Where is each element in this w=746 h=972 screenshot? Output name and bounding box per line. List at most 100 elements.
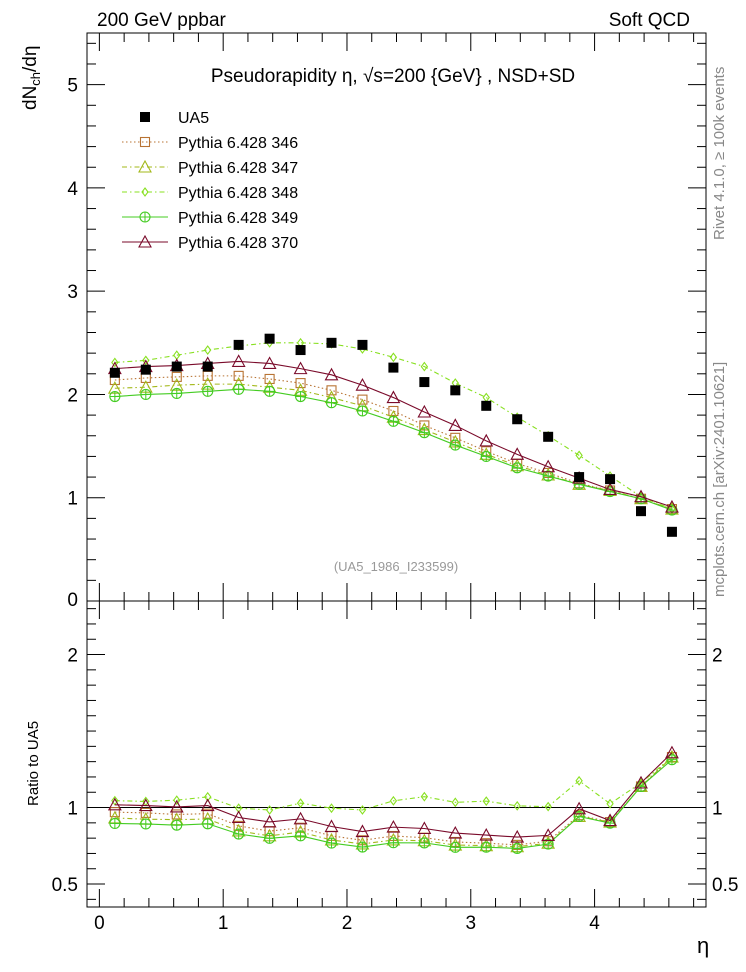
ratio-y-tick-label: 2 <box>712 646 723 667</box>
ratio-series <box>107 745 679 854</box>
series-3-ratio-point <box>389 795 398 806</box>
series-3-ratio-line <box>114 756 673 811</box>
series-5-ratio-point <box>169 799 184 813</box>
y-tick-label: 4 <box>67 179 78 200</box>
series-5-point <box>448 418 463 431</box>
series-3-ratio-point <box>513 800 521 811</box>
legend-marker <box>138 159 152 173</box>
x-tick-label: 1 <box>218 913 229 934</box>
series-0-point <box>543 431 554 442</box>
series-1-point <box>233 370 244 381</box>
series-5-ratio-point <box>479 827 494 841</box>
series-5-ratio-point <box>603 813 617 827</box>
legend-marker <box>138 234 152 248</box>
series-0-point <box>481 400 492 411</box>
legend-label: Pythia 6.428 347 <box>178 160 298 177</box>
series-5-ratio-line <box>114 752 673 838</box>
header-right: Soft QCD <box>609 10 690 31</box>
series-0-point <box>419 377 430 388</box>
series-5-point <box>634 489 648 503</box>
ratio-plot-frame <box>86 600 707 908</box>
series-5-ratio-point <box>572 801 587 815</box>
header-left: 200 GeV ppbar <box>97 10 227 31</box>
series-3-ratio-point <box>296 798 305 809</box>
series-3-ratio-point <box>265 805 274 815</box>
series-1-point <box>264 373 275 385</box>
series-3-ratio-point <box>544 801 552 812</box>
legend-marker <box>140 112 150 122</box>
series-5-point <box>355 378 370 391</box>
series-5-ratio-point <box>541 828 556 841</box>
series-1-point <box>388 405 399 417</box>
ratio-y-tick-label: 0.5 <box>712 875 738 896</box>
plot-title: Pseudorapidity η, √s=200 {GeV} , NSD+SD <box>211 66 575 87</box>
series-3-line <box>114 342 673 510</box>
legend-label: Pythia 6.428 346 <box>178 135 298 152</box>
series-5-ratio-point <box>107 797 122 811</box>
analysis-tag: (UA5_1986_I233599) <box>334 559 458 574</box>
series-3-point <box>482 392 490 403</box>
series-5-ratio-point <box>448 825 463 839</box>
series-5-point <box>510 447 525 460</box>
series-3-point <box>575 450 583 461</box>
series-5-ratio-point <box>417 821 432 835</box>
series-1-ratio-point <box>171 809 182 820</box>
legend-label: UA5 <box>178 110 209 127</box>
series-0-point <box>295 345 306 356</box>
x-tick-label: 0 <box>94 913 105 934</box>
series-5-point <box>417 404 432 418</box>
x-axis-label: η <box>697 933 709 958</box>
series-3-point <box>389 352 398 363</box>
ratio-y-tick-label: 1 <box>712 799 723 820</box>
series-1-point <box>295 378 306 389</box>
series-3-ratio-point <box>420 791 429 802</box>
series-5-point <box>603 482 617 496</box>
series-3-ratio-point <box>173 795 181 806</box>
series-0-point <box>233 339 244 350</box>
legend-label: Pythia 6.428 348 <box>178 185 298 202</box>
series-0-point <box>140 364 151 375</box>
series-5-point <box>231 354 246 367</box>
series-0-point <box>636 506 647 517</box>
series-5-ratio-point <box>200 798 215 812</box>
series-1-line <box>114 375 673 510</box>
x-tick-label: 3 <box>465 913 476 934</box>
x-tick-label: 4 <box>589 913 600 934</box>
series-3-ratio-point <box>451 797 459 808</box>
y-tick-label: 1 <box>67 489 78 510</box>
series-0-point <box>512 414 523 425</box>
ratio-y-tick-label: 1 <box>67 799 78 820</box>
legend-label: Pythia 6.428 370 <box>178 235 298 252</box>
y-tick-label: 0 <box>67 590 78 611</box>
series-1-ratio-point <box>109 807 120 818</box>
series-3-point <box>142 355 150 366</box>
series-4-line <box>114 388 673 511</box>
side-label-bottom: mcplots.cern.ch [arXiv:2401.10621] <box>711 362 728 597</box>
y-tick-label: 2 <box>67 385 78 406</box>
series-0-point <box>574 472 585 483</box>
ratio-y-tick-label: 0.5 <box>52 875 78 896</box>
series-3-ratio-point <box>204 791 212 802</box>
series-0-point <box>326 337 337 348</box>
main-axes: 1 2 3 4 5 0 <box>67 33 706 611</box>
series-5-point <box>665 499 679 513</box>
x-tick-label: 2 <box>342 913 353 934</box>
series-5-ratio-point <box>355 824 370 838</box>
series-5-ratio-point <box>293 811 308 825</box>
series-3-ratio-point <box>358 805 367 815</box>
series-1-ratio-point <box>140 807 151 818</box>
series-5-point <box>293 361 308 375</box>
y-tick-label: 3 <box>67 282 78 303</box>
series-0-point <box>388 362 399 373</box>
legend-marker <box>141 187 149 197</box>
series-0-point <box>450 385 461 396</box>
series-0-point <box>109 367 120 378</box>
legend-label: Pythia 6.428 349 <box>178 210 298 227</box>
series-3-ratio-point <box>606 798 614 809</box>
series-5-ratio-point <box>262 814 277 828</box>
series-5-ratio-point <box>231 810 246 824</box>
series-3-ratio-point <box>482 796 490 807</box>
ratio-y-axis-label: Ratio to UA5 <box>25 721 42 806</box>
series-5-ratio-point <box>386 819 401 833</box>
